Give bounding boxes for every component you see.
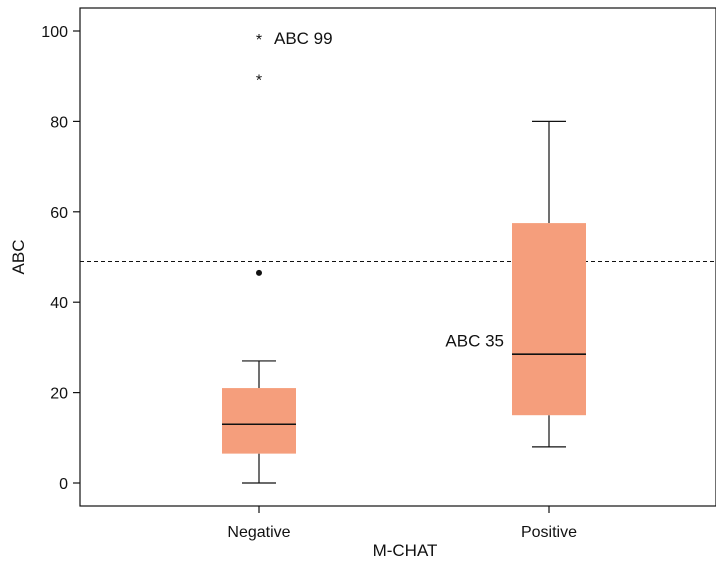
extreme-point: * — [256, 72, 262, 89]
y-tick-label: 40 — [50, 295, 68, 312]
y-tick-label: 20 — [50, 386, 68, 403]
x-axis-label: M-CHAT — [373, 541, 438, 560]
y-tick-label: 0 — [59, 476, 68, 493]
y-tick-label: 80 — [50, 114, 68, 131]
annotation-label: ABC 99 — [274, 29, 333, 48]
x-tick-label: Negative — [227, 524, 290, 541]
iqr-box — [222, 388, 296, 454]
y-axis-label: ABC — [9, 240, 28, 275]
annotation-label: ABC 35 — [445, 332, 504, 351]
extreme-point: * — [256, 32, 262, 49]
y-tick-label: 60 — [50, 205, 68, 222]
box-group-positive — [512, 120, 586, 448]
box-group-negative: ** — [222, 32, 296, 484]
iqr-box — [512, 223, 586, 416]
x-tick-label: Positive — [521, 524, 577, 541]
outlier-point — [256, 269, 262, 276]
y-tick-label: 100 — [41, 24, 68, 41]
plot-frame — [79, 7, 716, 507]
